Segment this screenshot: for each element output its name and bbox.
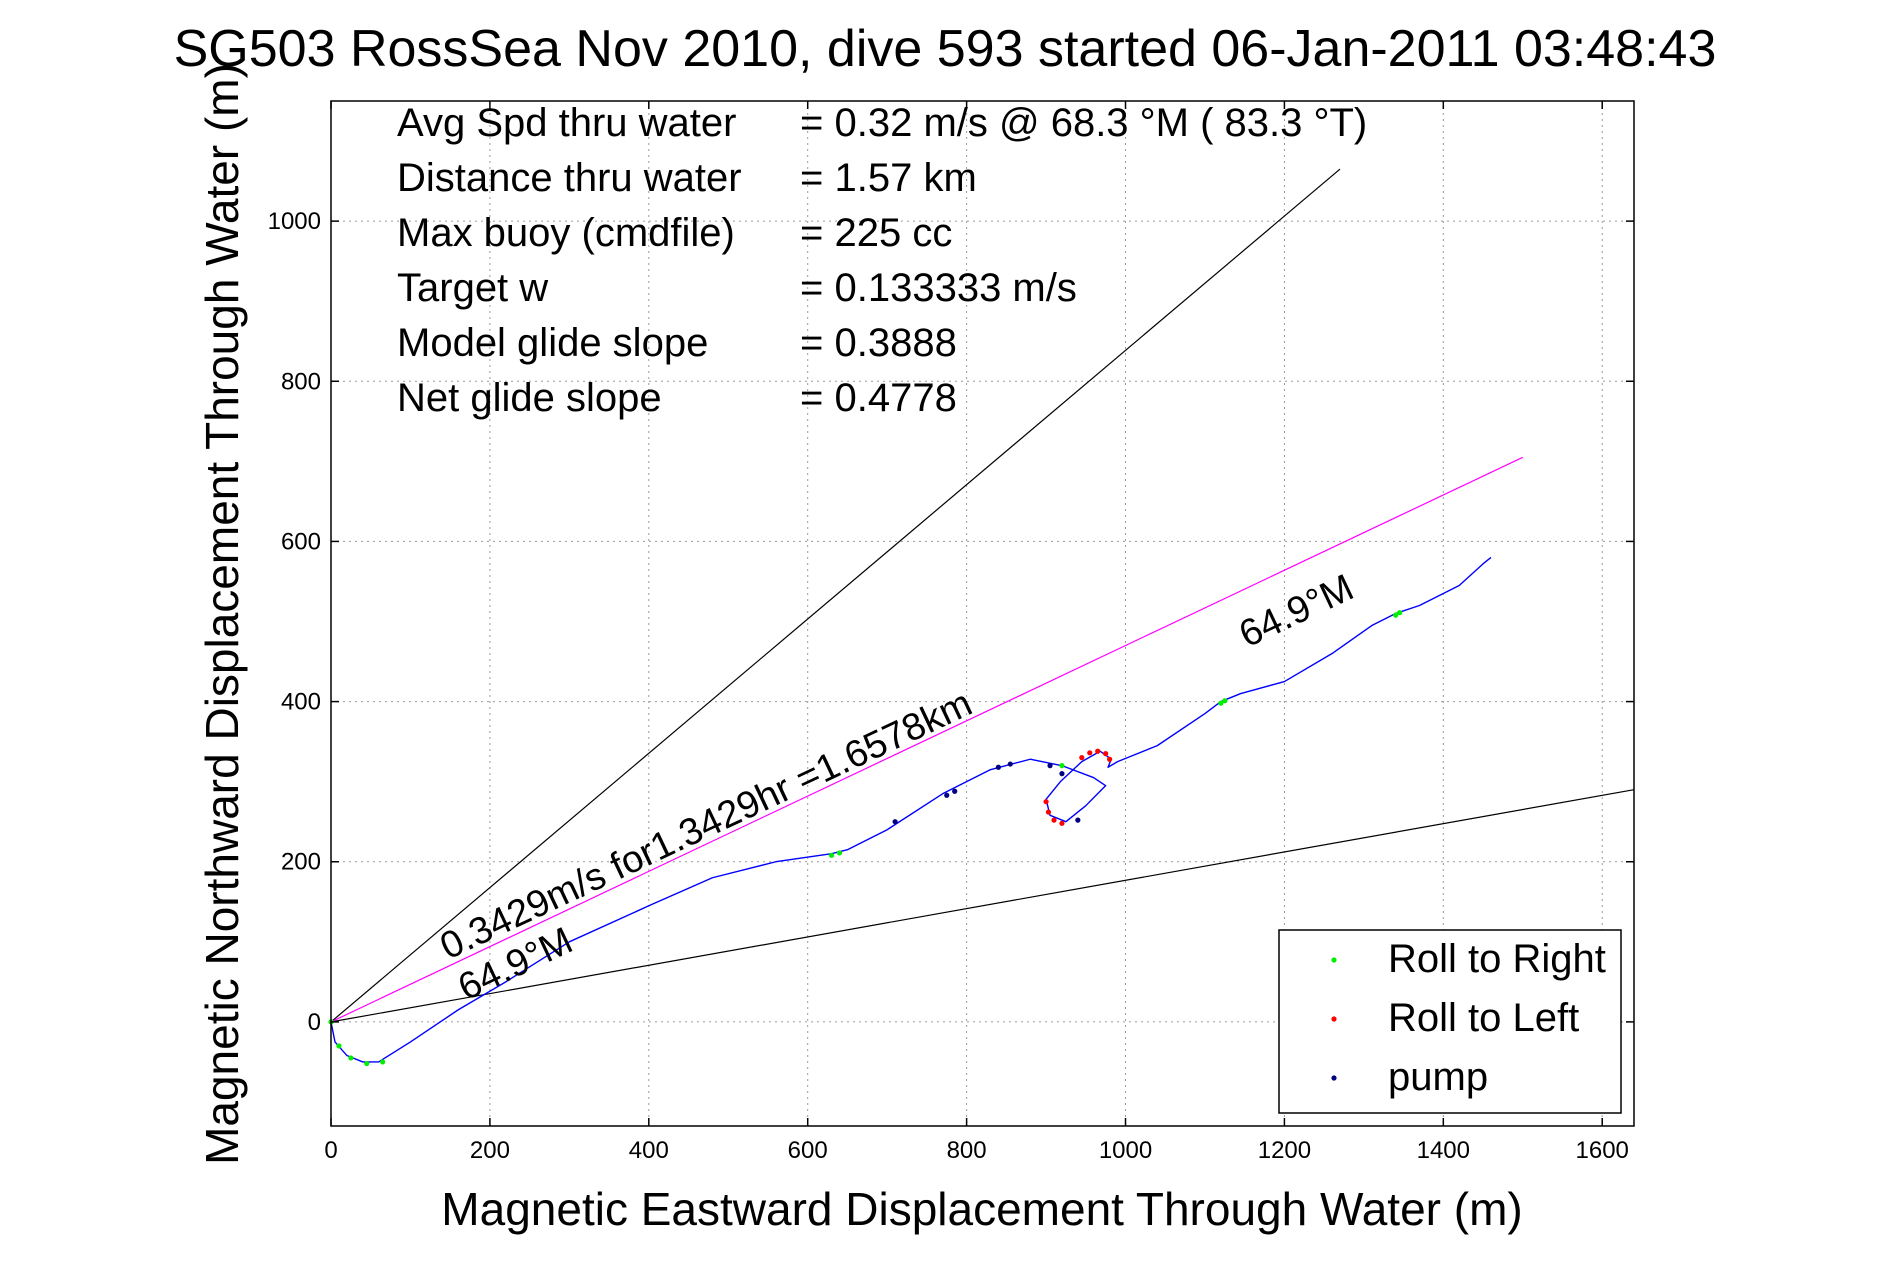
x-tick-label: 400: [629, 1137, 669, 1164]
roll-to-right-point: [336, 1043, 342, 1049]
pump-point: [1047, 763, 1053, 769]
info-value: = 0.32 m/s @ 68.3 °M ( 83.3 °T): [800, 101, 1367, 145]
roll-to-left-point: [1103, 751, 1109, 757]
legend-label: Roll to Left: [1388, 996, 1579, 1040]
info-label: Model glide slope: [397, 321, 708, 365]
info-value: = 1.57 km: [800, 156, 977, 200]
roll-to-right-point: [1222, 698, 1228, 704]
y-tick-label: 800: [281, 368, 321, 395]
annotation-heading-upper: 64.9°M: [1233, 567, 1360, 656]
roll-to-right-point: [380, 1059, 386, 1065]
roll-to-right-point: [1218, 700, 1224, 706]
legend-marker: [1331, 1016, 1337, 1022]
roll-to-left-point: [1095, 748, 1101, 754]
y-tick-label: 1000: [268, 208, 321, 235]
y-axis-label: Magnetic Northward Displacement Through …: [196, 63, 248, 1165]
info-box: Avg Spd thru water = 0.32 m/s @ 68.3 °M (…: [397, 101, 1367, 420]
x-tick-label: 800: [947, 1137, 987, 1164]
x-tick-label: 0: [324, 1137, 337, 1164]
info-value: = 0.4778: [800, 376, 957, 420]
reference-line: [330, 456, 1524, 1023]
legend: Roll to Right Roll to Left pump: [1278, 929, 1622, 1114]
pump-point: [1007, 761, 1013, 767]
pump-point: [892, 819, 898, 825]
x-tick-label: 1000: [1099, 1137, 1152, 1164]
pump-point: [1075, 817, 1081, 823]
x-axis-label: Magnetic Eastward Displacement Through W…: [441, 1183, 1522, 1235]
roll-to-left-point: [1059, 820, 1065, 826]
roll-to-left-point: [1051, 817, 1057, 823]
tick-layer: 0 200 400 600 800 1000 1200 1400 1600 0 200 400 600 8…: [268, 101, 1634, 1164]
reference-line: [330, 789, 1635, 1023]
roll-to-right-point: [1397, 610, 1403, 616]
annotation-speed: 0.3429m/s for1.3429hr =1.6578km: [434, 682, 978, 968]
track-layer: [330, 556, 1492, 1063]
roll-to-right-point: [828, 852, 835, 858]
track-line: [330, 556, 1492, 1063]
reference-line: [330, 168, 1341, 1023]
x-tick-label: 200: [470, 1137, 510, 1164]
roll-to-right-point: [348, 1055, 354, 1061]
roll-to-left-point: [1087, 750, 1093, 756]
marker-layer: [328, 610, 1403, 1067]
roll-to-right-point: [364, 1060, 370, 1067]
info-label: Max buoy (cmdfile): [397, 211, 735, 255]
info-label: Net glide slope: [397, 376, 662, 420]
grid-layer: [330, 101, 1634, 1126]
x-tick-label: 1400: [1417, 1137, 1470, 1164]
legend-label: pump: [1388, 1055, 1488, 1099]
info-value: = 0.3888: [800, 321, 957, 365]
x-tick-label: 1600: [1576, 1137, 1629, 1164]
y-tick-label: 600: [281, 528, 321, 555]
y-tick-label: 0: [308, 1009, 321, 1036]
plot-frame: [330, 100, 1635, 1127]
x-tick-label: 600: [788, 1137, 828, 1164]
legend-marker: [1331, 1075, 1337, 1081]
info-label: Avg Spd thru water: [397, 101, 736, 145]
info-label: Distance thru water: [397, 156, 742, 200]
info-label: Target w: [397, 266, 548, 310]
info-value: = 225 cc: [800, 211, 952, 255]
pump-point: [952, 788, 958, 794]
roll-to-right-point: [1059, 763, 1065, 769]
roll-to-left-point: [1043, 799, 1049, 805]
pump-point: [1059, 771, 1065, 777]
roll-to-left-point: [1079, 755, 1085, 761]
x-tick-label: 1200: [1258, 1137, 1311, 1164]
roll-to-left-point: [1107, 756, 1113, 762]
roll-to-right-point: [1393, 612, 1399, 618]
roll-to-right-point: [836, 850, 843, 856]
legend-marker: [1331, 957, 1337, 963]
pump-point: [995, 764, 1001, 770]
y-tick-label: 200: [281, 849, 321, 876]
chart-title: SG503 RossSea Nov 2010, dive 593 started…: [174, 20, 1717, 78]
y-tick-label: 400: [281, 689, 321, 716]
reference-lines: [330, 168, 1635, 1023]
pump-point: [944, 792, 950, 798]
legend-label: Roll to Right: [1388, 937, 1606, 981]
info-value: = 0.133333 m/s: [800, 266, 1077, 310]
roll-to-left-point: [1045, 809, 1052, 815]
